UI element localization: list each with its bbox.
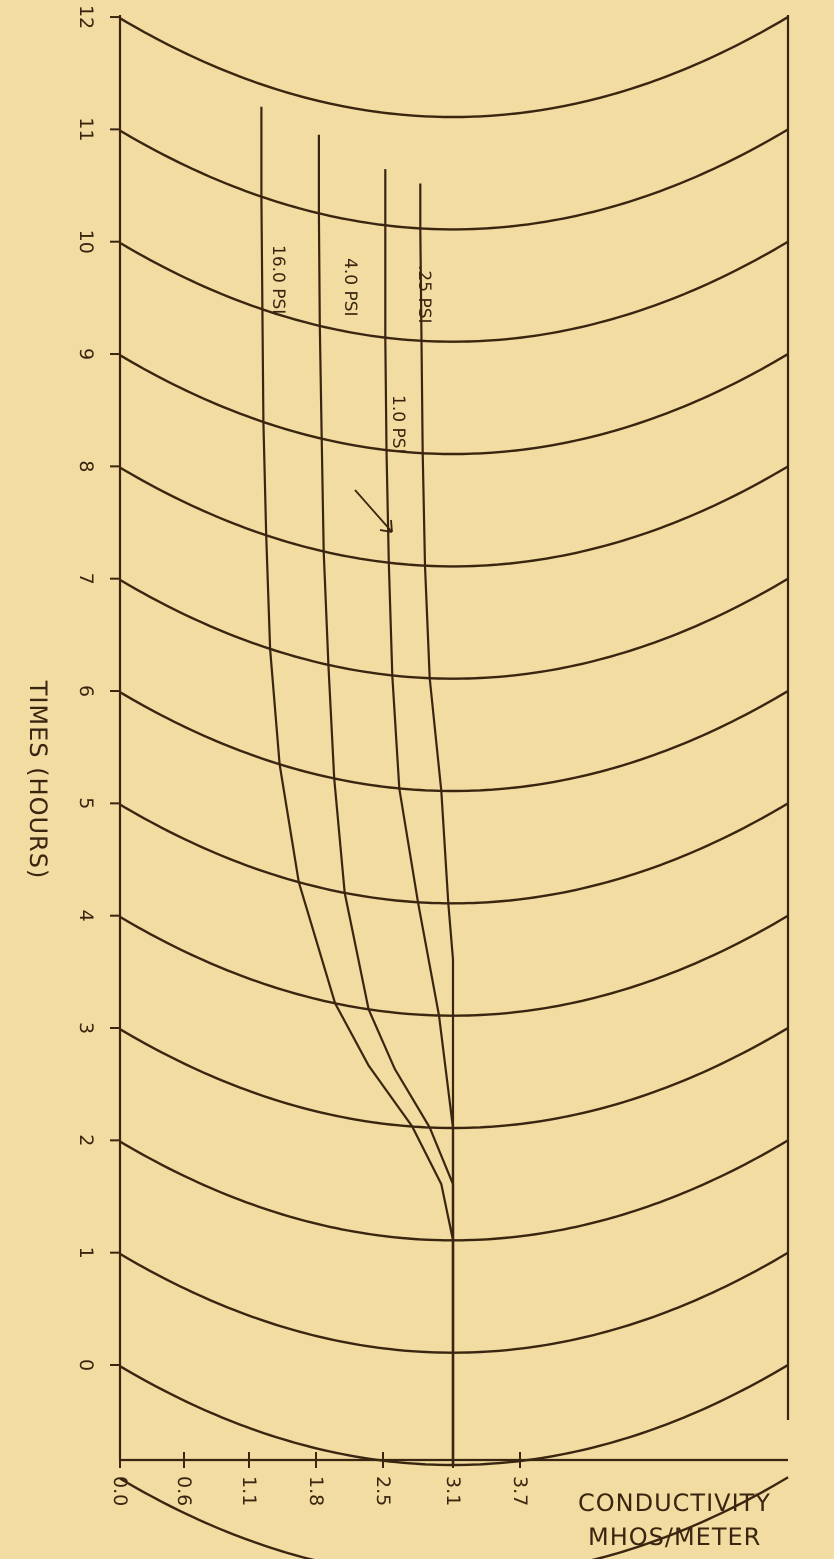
one-psi-pointer-arrow	[354, 489, 393, 533]
pressure-curve	[384, 169, 455, 1465]
pressure-curve	[317, 134, 455, 1465]
time-gridline	[119, 1139, 789, 1242]
y-tick-label: 2	[75, 1134, 97, 1146]
time-gridline	[119, 240, 789, 343]
y-tick-label: 0	[75, 1359, 97, 1371]
y-tick-label: 10	[75, 230, 97, 254]
series-label: 16.0 PSI	[268, 245, 288, 314]
pressure-curve	[419, 183, 455, 1465]
time-gridline	[119, 1363, 789, 1467]
x-tick-label: 0.0	[109, 1476, 131, 1506]
time-gridline	[119, 352, 789, 456]
pressure-curve	[260, 106, 455, 1465]
time-gridline	[119, 577, 789, 680]
x-tick-label: 1.8	[305, 1476, 327, 1506]
y-tick-label: 9	[75, 348, 97, 360]
time-grid-curves	[119, 15, 789, 1559]
y-tick-label: 7	[75, 573, 97, 585]
y-tick-label: 4	[75, 910, 97, 922]
x-axis-label-line1: CONDUCTIVITY	[578, 1489, 771, 1517]
time-gridline	[119, 689, 789, 793]
series-label: .25 PSI	[414, 265, 434, 324]
time-gridline	[119, 15, 789, 119]
x-tick-label: 3.7	[509, 1476, 531, 1506]
x-tick-label: 0.6	[173, 1476, 195, 1506]
time-gridline	[119, 128, 789, 231]
y-tick-label: 3	[75, 1022, 97, 1034]
series-label: 4.0 PSI	[340, 258, 360, 317]
x-axis-label-line2: MHOS/METER	[588, 1523, 761, 1551]
x-tick-label: 1.1	[238, 1476, 260, 1506]
y-tick-label: 8	[75, 460, 97, 472]
y-axis-label: TIMES (HOURS)	[24, 680, 52, 880]
conductivity-ticks: 0.0 0.6 1.1 1.8 2.5 3.1 3.7	[109, 1452, 531, 1506]
time-gridline	[119, 1476, 789, 1559]
y-tick-label: 12	[75, 5, 97, 29]
time-gridline	[119, 914, 789, 1017]
pressure-curves	[260, 106, 455, 1465]
y-tick-label: 5	[75, 797, 97, 809]
series-labels: .25 PSI 1.0 PSI 4.0 PSI 16.0 PSI	[268, 245, 434, 454]
x-tick-label: 3.1	[442, 1476, 464, 1506]
y-tick-label: 1	[75, 1247, 97, 1259]
time-gridline	[119, 1251, 789, 1354]
x-tick-label: 2.5	[372, 1476, 394, 1506]
time-gridline	[119, 465, 789, 568]
y-tick-label: 6	[75, 685, 97, 697]
time-gridline	[119, 1026, 789, 1130]
time-gridline	[119, 802, 789, 905]
series-label: 1.0 PSI	[388, 395, 408, 454]
y-tick-label: 11	[75, 117, 97, 141]
